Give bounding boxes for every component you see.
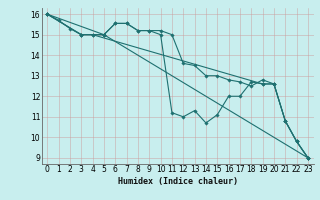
X-axis label: Humidex (Indice chaleur): Humidex (Indice chaleur): [118, 177, 237, 186]
